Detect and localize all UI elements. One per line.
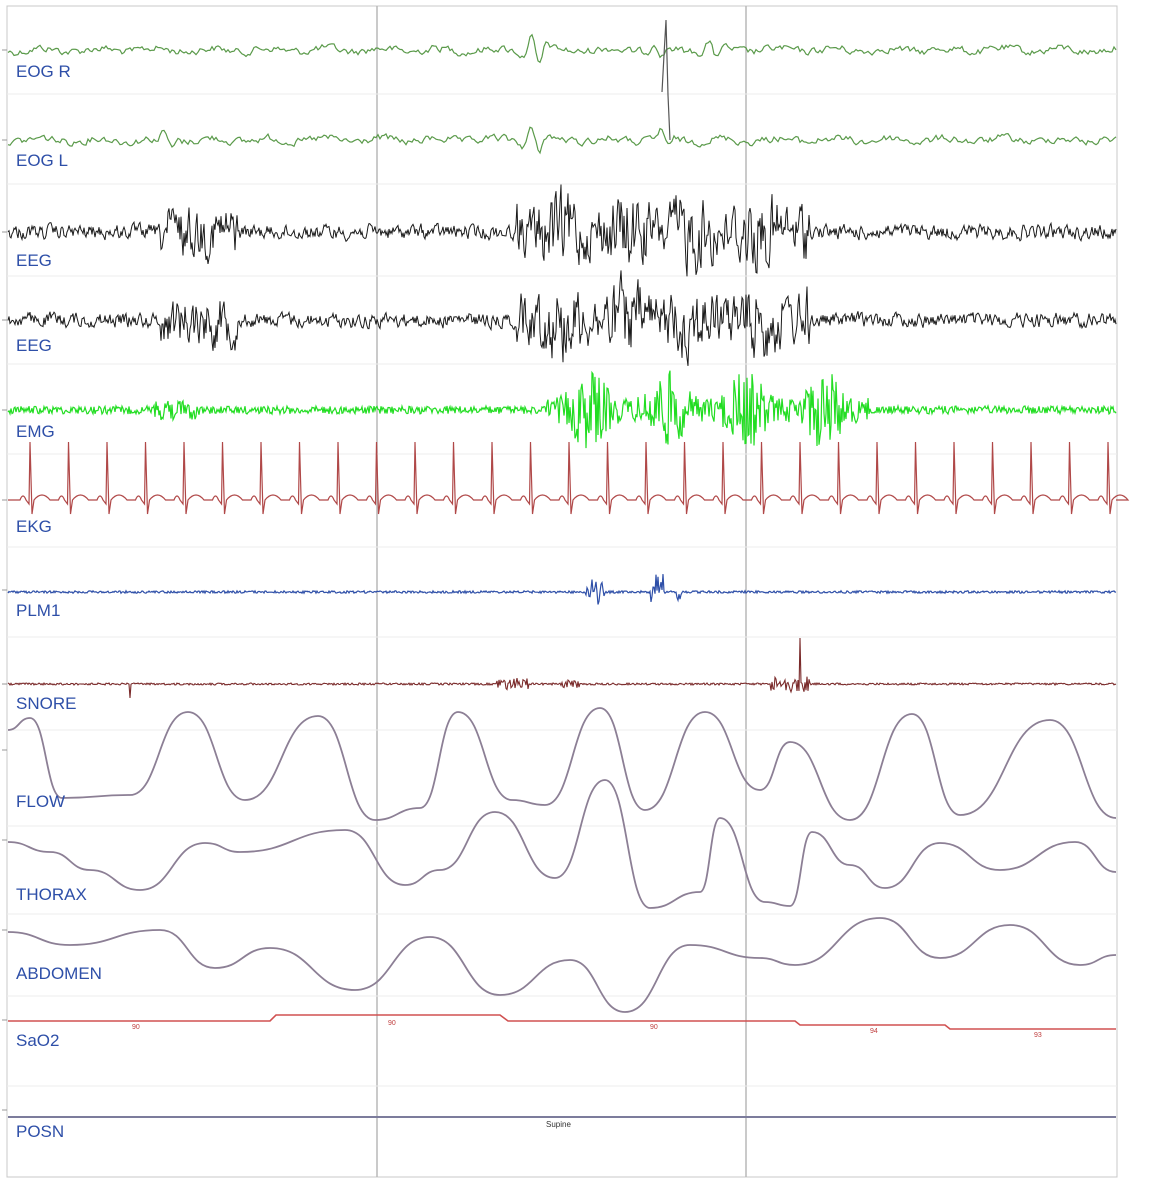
eog-r-trace [7,33,1117,64]
plm1-trace [7,574,1117,605]
sao2-tick-label: 94 [870,1028,878,1035]
snore-trace [7,637,1117,699]
sao2-tick-label: 90 [650,1024,658,1031]
eeg-2-trace [7,270,1117,366]
flow-trace [7,707,1117,821]
channel-label-eog-l: EOG L [16,151,68,170]
abdomen-trace [7,917,1117,1013]
channel-label-plm1: PLM1 [16,601,60,620]
plot-border [6,5,1118,1178]
channel-label-eeg-2: EEG [16,336,52,355]
eog-l-trace [7,126,1117,155]
channel-label-ekg: EKG [16,517,52,536]
sao2-tick-label: 90 [388,1020,396,1027]
ekg-trace [8,441,1130,515]
channel-label-snore: SNORE [16,694,76,713]
sao2-trace [8,1014,1116,1030]
channel-label-eog-r: EOG R [16,62,71,81]
channel-label-eeg-1: EEG [16,251,52,270]
eog-artifact-spike [661,19,671,141]
channel-label-flow: FLOW [16,792,65,811]
emg-trace [7,370,1117,449]
eeg-1-trace [7,184,1117,277]
channel-label-sao2: SaO2 [16,1031,59,1050]
posn-value-label: Supine [546,1120,571,1129]
channel-label-thorax: THORAX [16,885,87,904]
channel-label-posn: POSN [16,1122,64,1141]
thorax-trace [7,779,1117,909]
sao2-tick-label: 93 [1034,1032,1042,1039]
sao2-tick-label: 90 [132,1024,140,1031]
channel-label-abdomen: ABDOMEN [16,964,102,983]
channel-label-emg: EMG [16,422,55,441]
